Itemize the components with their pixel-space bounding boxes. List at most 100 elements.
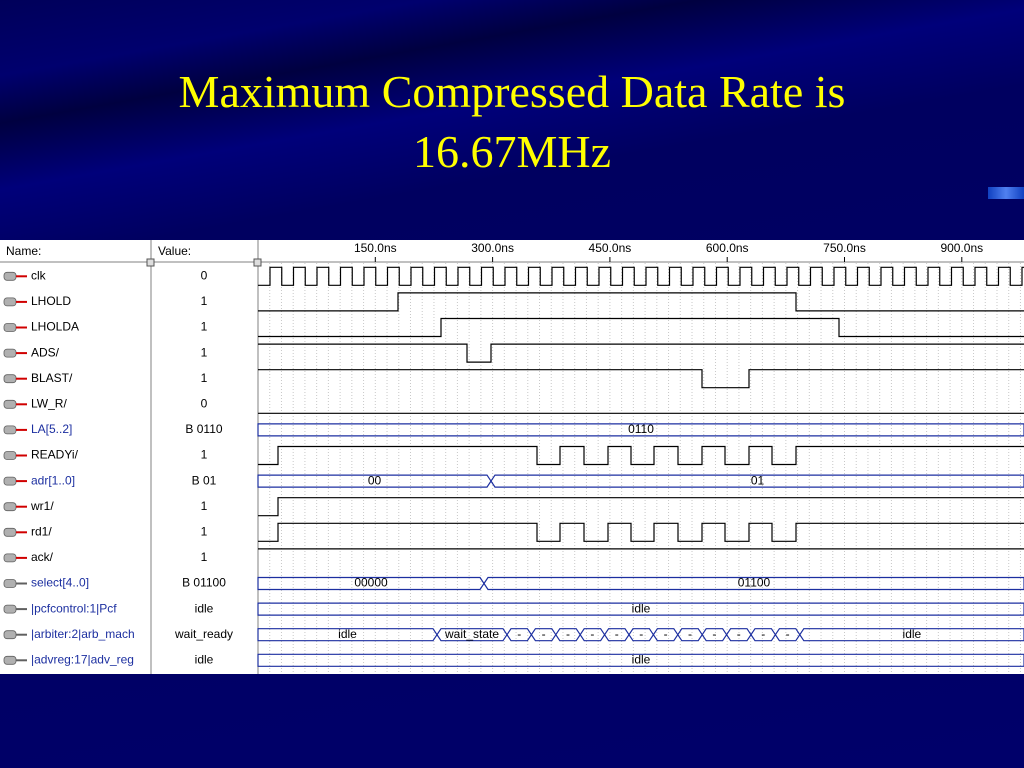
waveform-window: Name: Value: 150.0ns 300.0ns 450.0ns 600.0n… [0, 240, 1024, 674]
signal-icon [3, 476, 17, 486]
signal-name: LW_R/ [31, 396, 67, 410]
bus-segment [490, 474, 1024, 488]
signal-name: READYi/ [31, 448, 79, 462]
digital-waveform [258, 445, 1024, 466]
signal-value: 1 [201, 550, 208, 564]
time-tick-label: 450.0ns [589, 241, 632, 255]
value-header: Value: [158, 244, 191, 258]
signal-row: LW_R/0 [3, 396, 1024, 414]
signal-name: |advreg:17|adv_reg [31, 652, 134, 666]
signal-icon [3, 527, 17, 537]
bus-value: idle [903, 627, 922, 641]
signal-value: 1 [201, 320, 208, 334]
column-handle[interactable] [146, 258, 155, 267]
signal-row: |advreg:17|adv_reg idle idle [3, 652, 1024, 667]
bus-value: - [761, 627, 765, 641]
digital-waveform [258, 369, 1024, 389]
signal-row: ack/1 [3, 548, 1024, 564]
signal-row: wr1/1 [3, 497, 1024, 517]
bus-segment [799, 628, 1024, 642]
signal-row: |arbiter:2|arb_mach wait_ready idle wait_st… [3, 627, 1024, 642]
bus-segment [257, 653, 1024, 667]
signal-value: 1 [201, 294, 208, 308]
signal-value: B 01 [192, 473, 217, 487]
signal-name: ack/ [31, 550, 54, 564]
bus-value: - [737, 627, 741, 641]
signal-name: wr1/ [30, 499, 54, 513]
signal-name: adr[1..0] [31, 473, 75, 487]
bus-value: 00 [368, 473, 382, 487]
bus-value: wait_state [444, 627, 499, 641]
bus-value: - [786, 627, 790, 641]
bus-segment [483, 576, 1024, 591]
signal-icon [3, 374, 17, 384]
signal-name: |arbiter:2|arb_mach [31, 627, 135, 641]
signal-icon [3, 271, 17, 281]
bus-value: - [688, 627, 692, 641]
time-tick-label: 600.0ns [706, 241, 749, 255]
digital-waveform [258, 266, 1024, 286]
signal-icon [3, 553, 17, 563]
signal-icon [3, 425, 17, 435]
name-header: Name: [6, 244, 41, 258]
signal-name: |pcfcontrol:1|Pcf [31, 601, 117, 615]
signal-icon [3, 655, 17, 665]
signal-name: rd1/ [31, 524, 52, 538]
time-tick-label: 750.0ns [823, 241, 866, 255]
signal-value: 1 [201, 371, 208, 385]
column-handle[interactable] [253, 258, 262, 267]
signal-row: LA[5..2] B 0110 0110 [3, 422, 1024, 437]
bus-value: - [542, 627, 546, 641]
signal-name: LA[5..2] [31, 422, 72, 436]
bus-value: - [639, 627, 643, 641]
bus-value: - [566, 627, 570, 641]
signal-row: clk 0 [3, 266, 1024, 286]
signal-row: READYi/1 [3, 445, 1024, 466]
signal-value: 1 [201, 524, 208, 538]
bus-value: 01 [751, 473, 765, 487]
bus-value: 00000 [354, 576, 388, 590]
signal-icon [3, 604, 17, 614]
signal-row: BLAST/1 [3, 369, 1024, 389]
signal-name: ADS/ [31, 345, 60, 359]
signal-icon [3, 451, 17, 460]
bus-value: 0110 [628, 422, 654, 436]
signal-row: LHOLDA 1 [3, 317, 1024, 338]
bus-value: 01100 [738, 576, 771, 590]
title-line: 16.67MHz [412, 126, 612, 177]
signal-name: BLAST/ [31, 371, 73, 385]
signal-name: LHOLDA [31, 320, 79, 334]
signal-icon [3, 323, 17, 332]
digital-waveform [258, 292, 1024, 312]
signal-row: adr[1..0] B 01 00 01 [3, 473, 1024, 488]
signal-value: 1 [201, 499, 208, 513]
digital-waveform [258, 522, 1024, 542]
bus-value: - [615, 627, 619, 641]
signal-name: clk [31, 268, 47, 282]
bus-value: idle [632, 652, 651, 666]
time-tick-label: 900.0ns [940, 241, 983, 255]
bus-value: - [664, 627, 668, 641]
signal-name: select[4..0] [31, 576, 89, 590]
signal-name: LHOLD [31, 294, 71, 308]
slide-title: Maximum Compressed Data Rate is 16.67MHz [0, 62, 1024, 182]
bus-value: idle [338, 627, 357, 641]
grid: 150.0ns 300.0ns 450.0ns 600.0ns 750.0ns 900.0… [269, 241, 1021, 674]
time-tick-label: 300.0ns [471, 241, 514, 255]
signal-value: B 01100 [182, 576, 226, 590]
signal-row: select[4..0] B 01100 00000 01100 [3, 576, 1024, 591]
signal-value: 0 [201, 396, 208, 410]
signal-value: B 0110 [185, 422, 222, 436]
bus-segment [257, 602, 1024, 616]
title-line: Maximum Compressed Data Rate is [178, 66, 846, 117]
bus-segment [257, 423, 1024, 437]
signal-value: idle [195, 652, 214, 666]
accent-bar [988, 187, 1024, 199]
digital-waveform [258, 317, 1024, 338]
signal-icon [3, 579, 17, 588]
digital-waveform [258, 497, 1024, 517]
signal-icon [3, 399, 17, 409]
signal-icon [3, 297, 17, 307]
